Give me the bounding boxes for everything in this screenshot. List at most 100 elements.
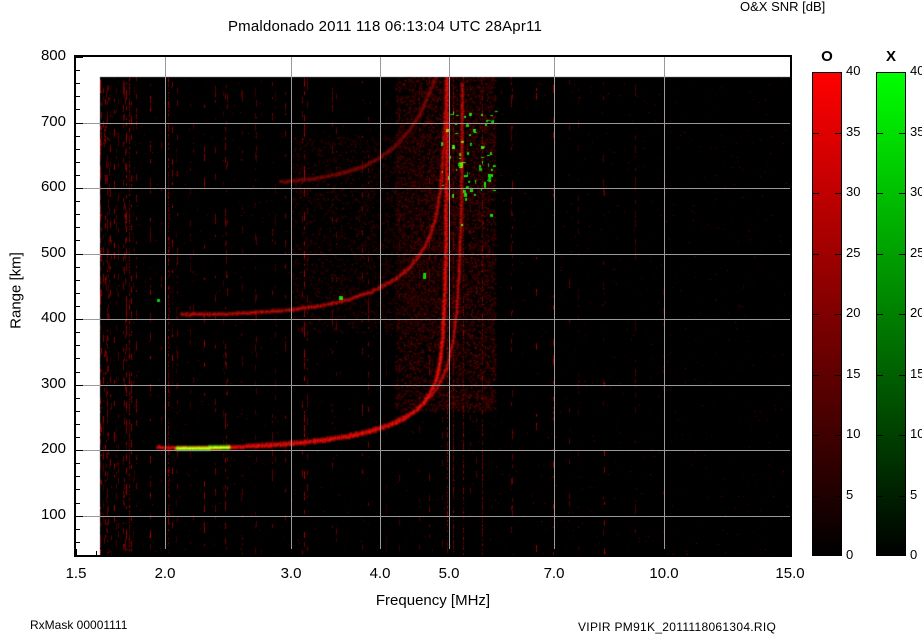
colorbar-tick-label: 20 xyxy=(910,305,922,320)
x-axis-minor-tick xyxy=(395,551,396,555)
y-axis-tick-label: 600 xyxy=(40,178,66,195)
colorbar-tick-label: 10 xyxy=(846,426,861,441)
colorbar-tick xyxy=(812,314,819,315)
colorbar-tick xyxy=(899,193,906,194)
gridline-vertical xyxy=(554,57,555,555)
x-axis-minor-tick xyxy=(595,551,596,555)
x-axis-tick-label: 7.0 xyxy=(543,565,565,582)
y-axis-minor-tick xyxy=(76,398,80,399)
colorbar-tick xyxy=(899,133,906,134)
colorbar-tick xyxy=(876,254,883,255)
y-axis-minor-tick xyxy=(76,109,80,110)
x-axis-minor-tick xyxy=(575,551,576,555)
x-axis-tick-label: 4.0 xyxy=(369,565,391,582)
x-axis-tick-label: 15.0 xyxy=(775,565,805,582)
colorbar-tick xyxy=(835,435,842,436)
colorbar-tick xyxy=(812,193,819,194)
colorbar-tick xyxy=(835,193,842,194)
colorbar-tick-label: 30 xyxy=(910,184,922,199)
page-title: Pmaldonado 2011 118 06:13:04 UTC 28Apr11 xyxy=(227,18,543,35)
y-axis-minor-tick xyxy=(76,503,80,504)
x-axis-minor-tick xyxy=(648,551,649,555)
colorbar-tick xyxy=(812,435,819,436)
y-axis-tick xyxy=(76,188,83,189)
colorbar-tick-label: 40 xyxy=(846,63,861,78)
x-axis-tick xyxy=(449,549,450,555)
ionogram-data-canvas xyxy=(76,57,790,555)
gridline-horizontal xyxy=(76,254,790,255)
y-axis-tick xyxy=(76,385,83,386)
plot-gridlines xyxy=(76,57,790,555)
x-axis-label: Frequency [MHz] xyxy=(375,592,491,609)
colorbar-tick xyxy=(835,314,842,315)
colorbar-tick-label: 35 xyxy=(846,124,861,139)
y-axis-minor-tick xyxy=(76,463,80,464)
colorbar-tick-label: 15 xyxy=(910,366,922,381)
ionogram-plot-area[interactable] xyxy=(74,55,792,557)
x-axis-minor-tick xyxy=(614,551,615,555)
colorbar-tick xyxy=(876,435,883,436)
x-axis-minor-tick xyxy=(195,551,196,555)
x-axis-tick xyxy=(790,549,791,555)
colorbar-tick-label: 0 xyxy=(846,547,854,562)
colorbar-tick xyxy=(812,375,819,376)
gridline-horizontal xyxy=(76,385,790,386)
colorbar-tick xyxy=(899,375,906,376)
y-axis-minor-tick xyxy=(76,542,80,543)
y-axis-minor-tick xyxy=(76,83,80,84)
colorbar-tick-label: 20 xyxy=(846,305,861,320)
colorbar-header-label: O&X SNR [dB] xyxy=(740,0,826,14)
gridline-vertical xyxy=(664,57,665,555)
y-axis-minor-tick xyxy=(76,293,80,294)
y-axis-minor-tick xyxy=(76,214,80,215)
y-axis-minor-tick xyxy=(76,411,80,412)
y-axis-tick xyxy=(76,450,83,451)
colorbar-tick xyxy=(876,133,883,134)
x-axis-minor-tick xyxy=(115,551,116,555)
y-axis-minor-tick xyxy=(76,227,80,228)
x-axis-minor-tick xyxy=(410,551,411,555)
gridline-vertical xyxy=(380,57,381,555)
x-axis-minor-tick xyxy=(330,551,331,555)
colorbar-tick xyxy=(876,375,883,376)
colorbar-tick xyxy=(899,314,906,315)
colorbar-tick xyxy=(876,314,883,315)
x-axis-tick-label: 5.0 xyxy=(438,565,460,582)
colorbar-tick-label: 15 xyxy=(846,366,861,381)
colorbar-tick xyxy=(835,133,842,134)
y-axis-minor-tick xyxy=(76,280,80,281)
colorbar-tick xyxy=(812,254,819,255)
y-axis-tick-label: 300 xyxy=(40,375,66,392)
colorbar-tick-label: 0 xyxy=(910,547,918,562)
colorbar-tick xyxy=(812,133,819,134)
colorbar-tick-label: 30 xyxy=(846,184,861,199)
y-axis-tick-label: 800 xyxy=(40,47,66,64)
x-axis-tick xyxy=(165,549,166,555)
x-axis-tick-label: 1.5 xyxy=(65,565,87,582)
x-axis-minor-tick xyxy=(133,551,134,555)
x-axis-tick-label: 10.0 xyxy=(649,565,679,582)
colorbar-tick-label: 5 xyxy=(846,487,854,502)
y-axis-label: Range [km] xyxy=(7,252,25,329)
colorbar-tick xyxy=(835,254,842,255)
colorbar-tick xyxy=(899,435,906,436)
colorbar-tick xyxy=(899,254,906,255)
x-axis-tick xyxy=(76,549,77,555)
y-axis-minor-tick xyxy=(76,267,80,268)
y-axis-minor-tick xyxy=(76,306,80,307)
x-axis-minor-tick xyxy=(247,551,248,555)
colorbar-tick-label: 5 xyxy=(910,487,918,502)
y-axis-minor-tick xyxy=(76,136,80,137)
x-axis-minor-tick xyxy=(149,551,150,555)
y-axis-tick-label: 400 xyxy=(40,309,66,326)
y-axis-minor-tick xyxy=(76,358,80,359)
x-axis-minor-tick xyxy=(694,551,695,555)
x-axis-minor-tick xyxy=(270,551,271,555)
file-info-label: VIPIR PM91K_2011118061304.RIQ xyxy=(578,620,777,634)
y-axis-minor-tick xyxy=(76,201,80,202)
x-axis-minor-tick xyxy=(632,551,633,555)
x-axis-minor-tick xyxy=(506,551,507,555)
colorbar-tick-label: 25 xyxy=(910,245,922,260)
x-axis-tick-label: 3.0 xyxy=(280,565,302,582)
y-axis-minor-tick xyxy=(76,489,80,490)
